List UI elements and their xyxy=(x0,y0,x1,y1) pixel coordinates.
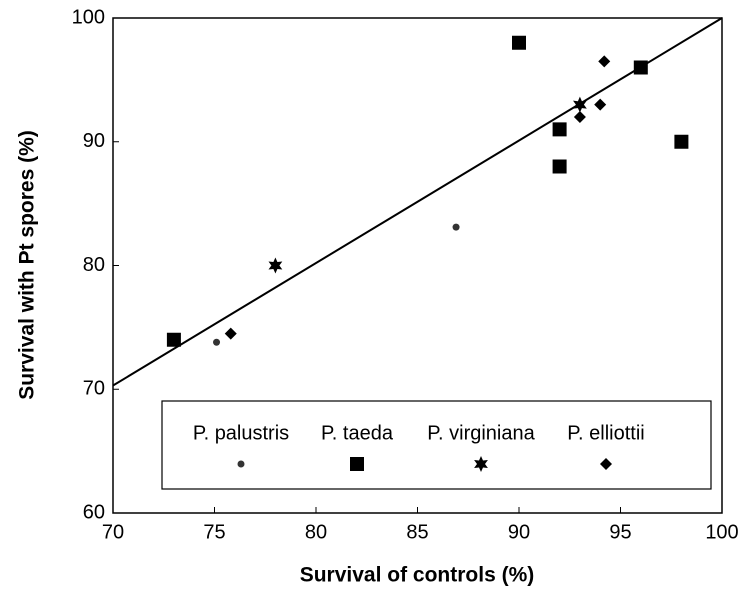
point xyxy=(598,55,611,68)
legend-marker xyxy=(350,457,364,471)
fit-line xyxy=(112,17,723,387)
point xyxy=(213,338,221,346)
legend-label: P. virginiana xyxy=(427,422,535,444)
point xyxy=(166,332,181,347)
point xyxy=(512,35,526,50)
x-tick-label: 95 xyxy=(609,521,631,543)
y-tick-label: 90 xyxy=(83,130,105,152)
y-tick-label: 70 xyxy=(83,378,105,400)
point xyxy=(633,60,648,75)
x-tick-label: 100 xyxy=(705,521,738,543)
point xyxy=(552,122,567,137)
point xyxy=(594,98,607,111)
y-axis-title: Survival with Pt spores (%) xyxy=(16,130,39,400)
legend-label: P. elliottii xyxy=(567,422,644,444)
x-tick-label: 70 xyxy=(102,521,124,543)
x-tick-label: 90 xyxy=(508,521,530,543)
legend-box xyxy=(161,400,712,490)
point xyxy=(552,159,567,174)
legend-marker xyxy=(474,456,488,472)
x-tick-label: 75 xyxy=(203,521,225,543)
point xyxy=(268,257,283,274)
x-axis-title: Survival of controls (%) xyxy=(300,564,535,587)
x-tick-label: 80 xyxy=(305,521,327,543)
legend-label: P. palustris xyxy=(193,422,289,444)
point xyxy=(452,223,460,231)
y-tick-label: 80 xyxy=(83,254,105,276)
legend-marker xyxy=(237,460,245,468)
point xyxy=(224,327,237,340)
x-tick-label: 85 xyxy=(406,521,428,543)
y-tick-label: 100 xyxy=(72,6,105,28)
legend-label: P. taeda xyxy=(321,422,394,444)
point xyxy=(573,111,586,123)
point xyxy=(573,96,587,113)
y-tick-label: 60 xyxy=(83,501,105,523)
legend-marker xyxy=(600,458,612,470)
point xyxy=(674,134,689,149)
